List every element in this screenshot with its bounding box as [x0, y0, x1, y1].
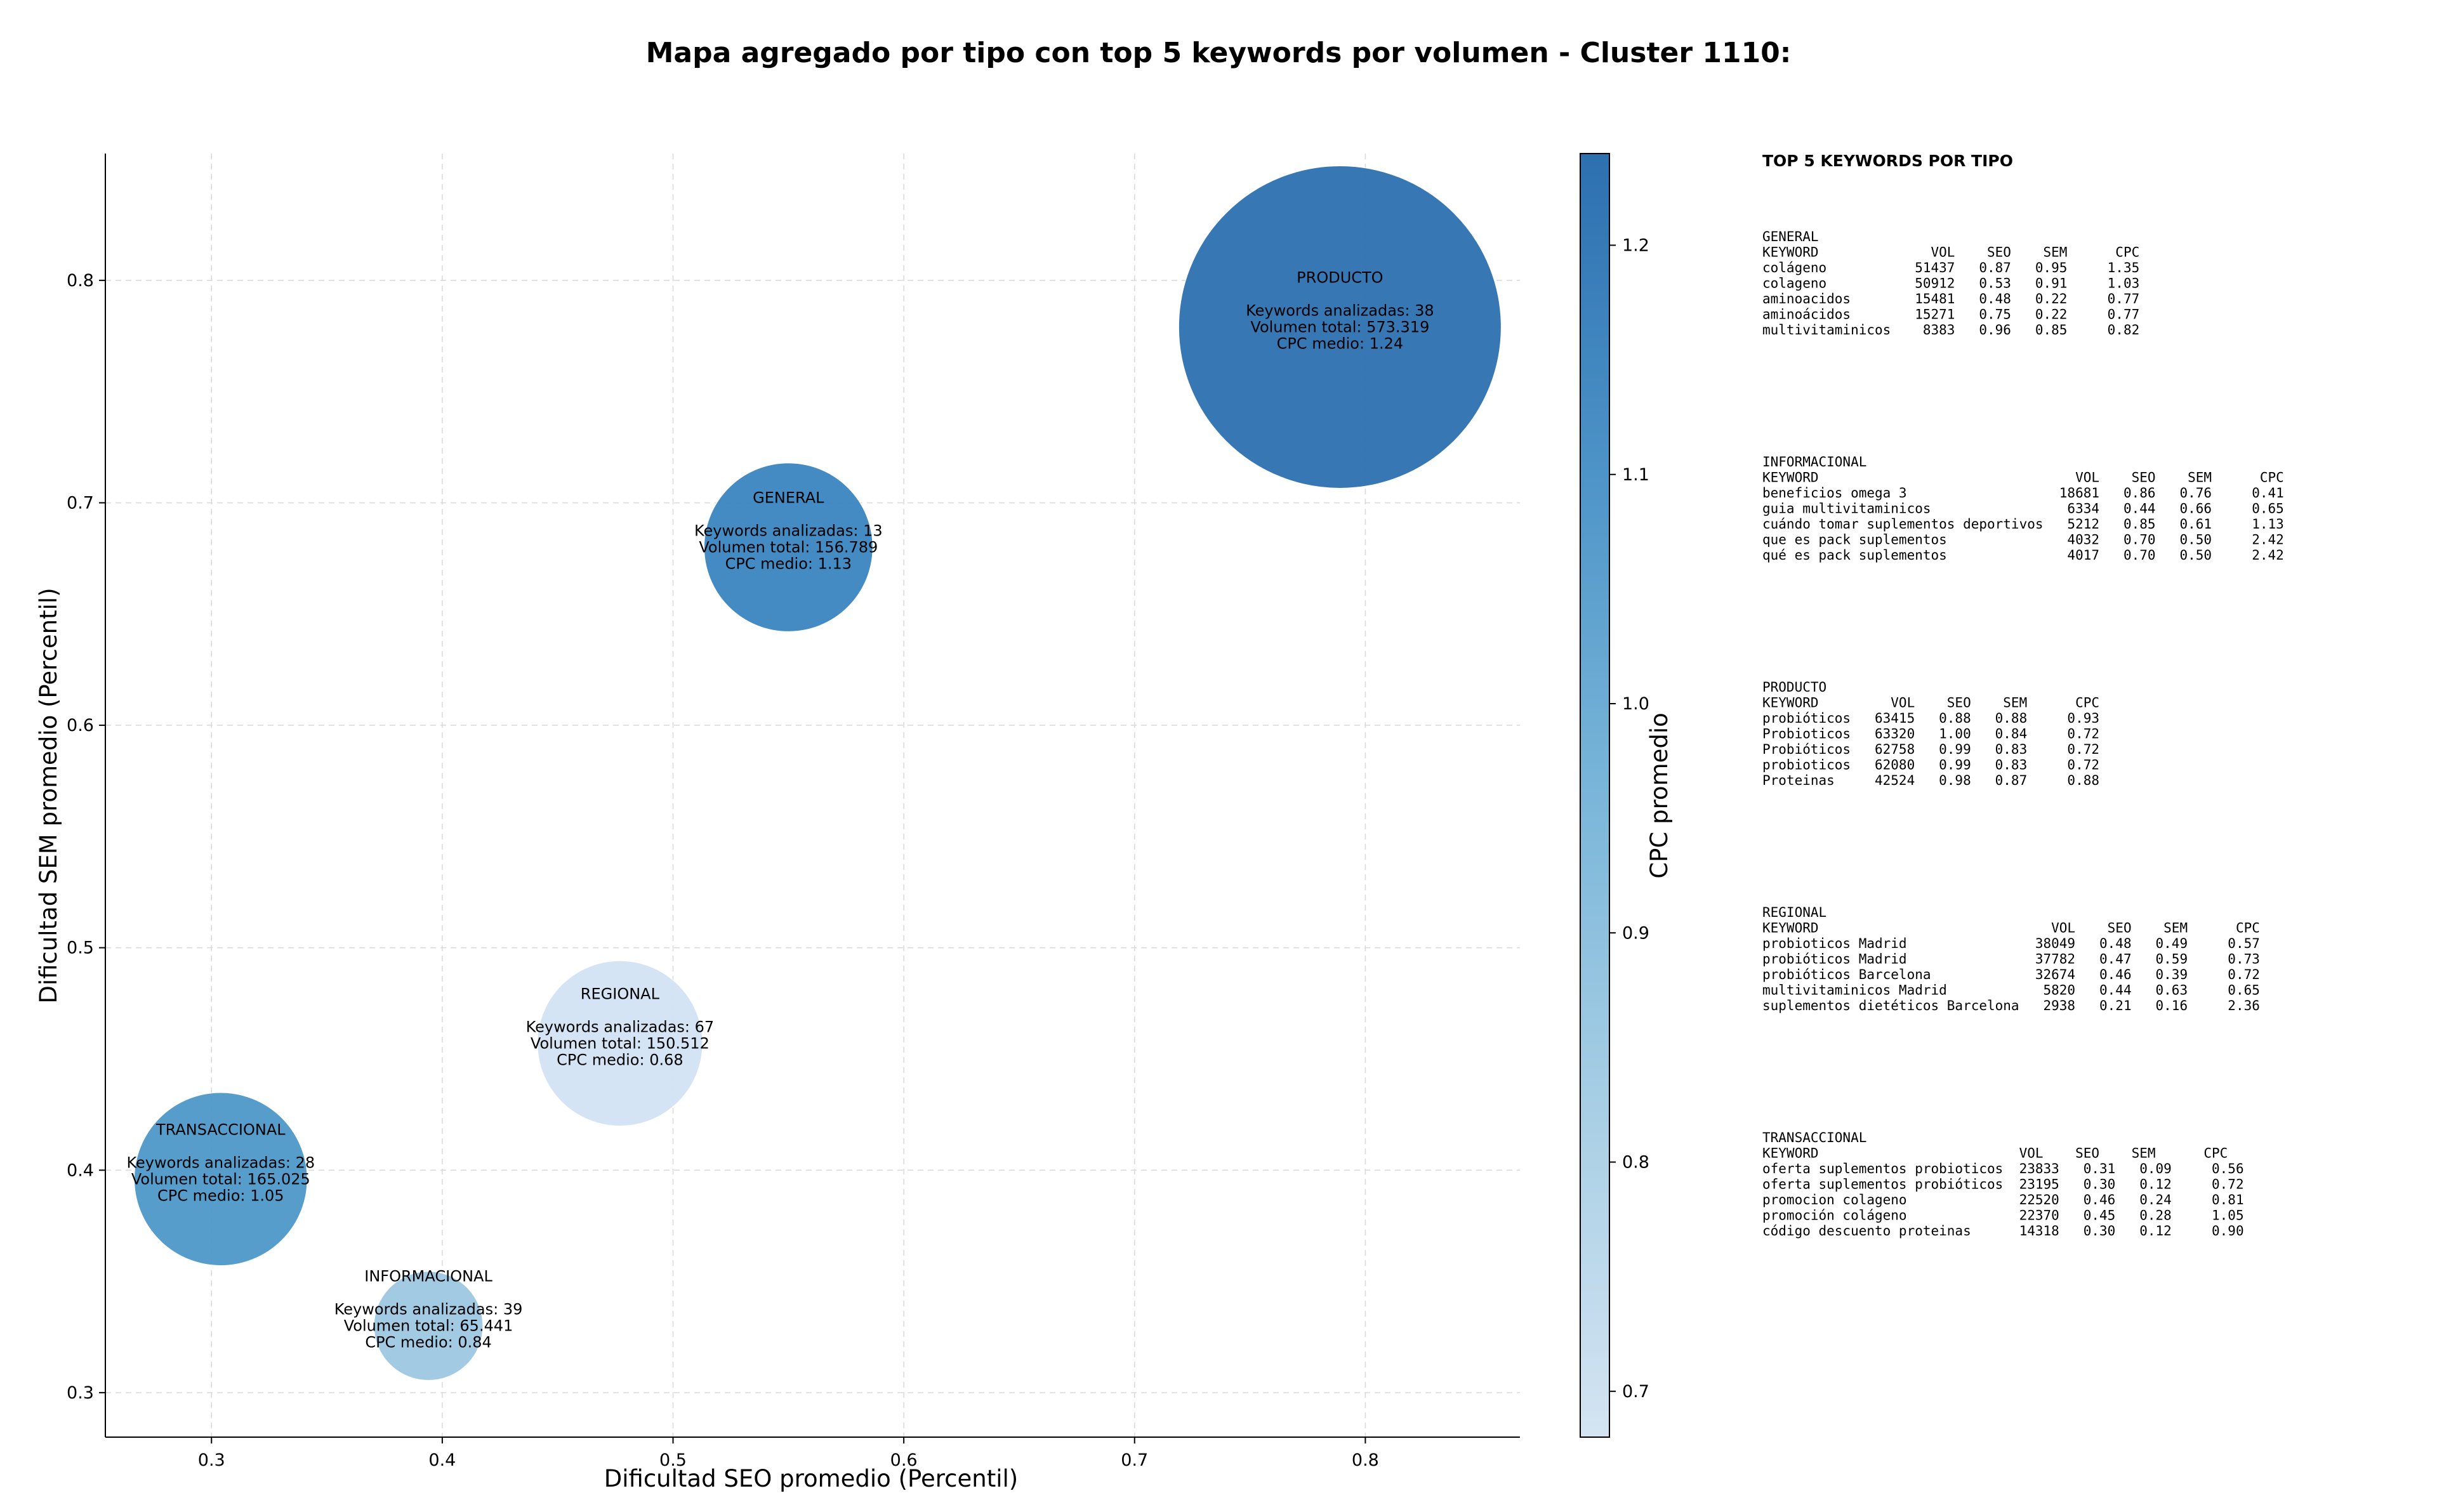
bubble-cpc-label: CPC medio: 1.05 [157, 1187, 284, 1204]
y-tick-label: 0.5 [67, 938, 94, 958]
colorbar-tick-label: 0.7 [1622, 1382, 1649, 1402]
x-axis-label: Dificultad SEO promedio (Percentil) [604, 1465, 1018, 1492]
bubble-name: TRANSACCIONAL [155, 1121, 286, 1138]
keyword-row: colageno 50912 0.53 0.91 1.03 [1762, 276, 2139, 291]
keyword-row: colágeno 51437 0.87 0.95 1.35 [1762, 260, 2139, 275]
section-header: KEYWORD VOL SEO SEM CPC [1762, 470, 2284, 485]
bubble-keywords-label: Keywords analizadas: 28 [127, 1154, 315, 1171]
colorbar-tick-label: 1.0 [1622, 694, 1649, 714]
x-tick-label: 0.5 [659, 1450, 687, 1470]
colorbar: 0.7 0.8 0.9 1.0 1.1 1.2 [1580, 153, 1649, 1438]
bubble-volume-label: Volumen total: 165.025 [131, 1170, 310, 1188]
x-tick-label: 0.8 [1352, 1450, 1379, 1470]
keyword-row: promoción colágeno 22370 0.45 0.28 1.05 [1762, 1208, 2244, 1223]
keyword-row: probióticos Barcelona 32674 0.46 0.39 0.… [1762, 967, 2260, 982]
bubble-volume-label: Volumen total: 150.512 [531, 1034, 710, 1052]
keyword-row: multivitaminicos 8383 0.96 0.85 0.82 [1762, 322, 2139, 338]
bubble-keywords-label: Keywords analizadas: 67 [526, 1018, 715, 1035]
colorbar-tick-label: 0.8 [1622, 1153, 1649, 1173]
bubble-cpc-label: CPC medio: 0.84 [365, 1334, 492, 1351]
section-name: TRANSACCIONAL [1762, 1130, 1866, 1145]
bubble-name: PRODUCTO [1297, 268, 1383, 286]
keyword-row: que es pack suplementos 4032 0.70 0.50 2… [1762, 532, 2284, 548]
bubble-keywords-label: Keywords analizadas: 39 [334, 1301, 523, 1318]
keyword-row: qué es pack suplementos 4017 0.70 0.50 2… [1762, 548, 2284, 563]
y-tick-label: 0.7 [67, 493, 94, 513]
keyword-row: Proteinas 42524 0.98 0.87 0.88 [1762, 773, 2099, 788]
bubble-circle-4 [373, 1271, 484, 1381]
panel-title: TOP 5 KEYWORDS POR TIPO [1762, 152, 2013, 170]
y-axis-label: Dificultad SEM promedio (Percentil) [35, 588, 62, 1003]
section-name: INFORMACIONAL [1762, 454, 1866, 470]
bubble-circle-3 [134, 1092, 308, 1266]
bubble-name: REGIONAL [581, 985, 660, 1003]
keyword-row: aminoácidos 15271 0.75 0.22 0.77 [1762, 307, 2139, 322]
bubble-volume-label: Volumen total: 65.441 [344, 1317, 513, 1335]
y-tick-label: 0.8 [67, 271, 94, 291]
keyword-row: probióticos Madrid 37782 0.47 0.59 0.73 [1762, 952, 2260, 967]
x-tick-label: 0.6 [890, 1450, 918, 1470]
bubble-volume-label: Volumen total: 156.789 [699, 539, 878, 556]
bubble-keywords-label: Keywords analizadas: 38 [1246, 301, 1434, 319]
bubble-circle-1 [703, 463, 873, 632]
keyword-row: oferta suplementos probióticos 23195 0.3… [1762, 1177, 2244, 1192]
section-name: PRODUCTO [1762, 680, 1826, 695]
keyword-row: aminoacidos 15481 0.48 0.22 0.77 [1762, 291, 2139, 306]
section-header: KEYWORD VOL SEO SEM CPC [1762, 695, 2099, 711]
keyword-row: Probióticos 62758 0.99 0.83 0.72 [1762, 742, 2099, 757]
bubble-name: GENERAL [753, 489, 824, 507]
bubble-keywords-label: Keywords analizadas: 13 [694, 522, 883, 540]
keyword-row: beneficios omega 3 18681 0.86 0.76 0.41 [1762, 485, 2284, 501]
y-tick-label: 0.4 [67, 1160, 94, 1180]
keyword-row: código descuento proteinas 14318 0.30 0.… [1762, 1223, 2244, 1239]
y-tick-label: 0.3 [67, 1383, 94, 1403]
colorbar-label: CPC promedio [1646, 713, 1673, 878]
keyword-row: probióticos 63415 0.88 0.88 0.93 [1762, 711, 2099, 726]
bubble-circle-2 [537, 960, 703, 1127]
colorbar-gradient [1580, 153, 1610, 1438]
bubble-cpc-label: CPC medio: 1.13 [725, 555, 852, 573]
section-name: REGIONAL [1762, 905, 1826, 920]
x-tick-label: 0.4 [428, 1450, 456, 1470]
bubble-cpc-label: CPC medio: 0.68 [557, 1051, 684, 1068]
x-tick-label: 0.7 [1121, 1450, 1148, 1470]
axes: 0.3 0.4 0.5 0.6 0.7 0.8 0.3 0.4 0.5 0.6 0.7 0.8 [67, 154, 1520, 1470]
bubble-transaccional: TRANSACCIONAL Keywords analizadas: 28Volu… [127, 1092, 315, 1266]
keyword-row: probioticos 62080 0.99 0.83 0.72 [1762, 758, 2099, 773]
keyword-row: probioticos Madrid 38049 0.48 0.49 0.57 [1762, 936, 2260, 951]
section-header: KEYWORD VOL SEO SEM CPC [1762, 921, 2260, 936]
section-name: GENERAL [1762, 229, 1819, 244]
colorbar-tick-label: 1.1 [1622, 465, 1649, 485]
bubble-cpc-label: CPC medio: 1.24 [1277, 334, 1404, 352]
bubble-volume-label: Volumen total: 573.319 [1250, 318, 1429, 336]
colorbar-tick-label: 1.2 [1622, 236, 1649, 256]
keyword-row: oferta suplementos probioticos 23833 0.3… [1762, 1161, 2244, 1176]
keyword-row: promocion colageno 22520 0.46 0.24 0.81 [1762, 1192, 2244, 1207]
section-header: KEYWORD VOL SEO SEM CPC [1762, 1146, 2228, 1161]
keyword-row: suplementos dietéticos Barcelona 2938 0.… [1762, 998, 2260, 1013]
bubble-name: INFORMACIONAL [364, 1268, 492, 1285]
bubble-circle-0 [1178, 165, 1502, 489]
bubble-informacional: INFORMACIONAL Keywords analizadas: 39Volu… [334, 1268, 523, 1381]
section-header: KEYWORD VOL SEO SEM CPC [1762, 245, 2139, 260]
keyword-row: guia multivitaminicos 6334 0.44 0.66 0.6… [1762, 501, 2284, 516]
colorbar-tick-label: 0.9 [1622, 923, 1649, 943]
keyword-row: cuándo tomar suplementos deportivos 5212… [1762, 516, 2284, 532]
keyword-row: multivitaminicos Madrid 5820 0.44 0.63 0… [1762, 983, 2260, 998]
x-tick-label: 0.3 [198, 1450, 225, 1470]
y-tick-label: 0.6 [67, 716, 94, 735]
chart-title: Mapa agregado por tipo con top 5 keyword… [646, 37, 1792, 69]
keyword-row: Probioticos 63320 1.00 0.84 0.72 [1762, 726, 2099, 742]
